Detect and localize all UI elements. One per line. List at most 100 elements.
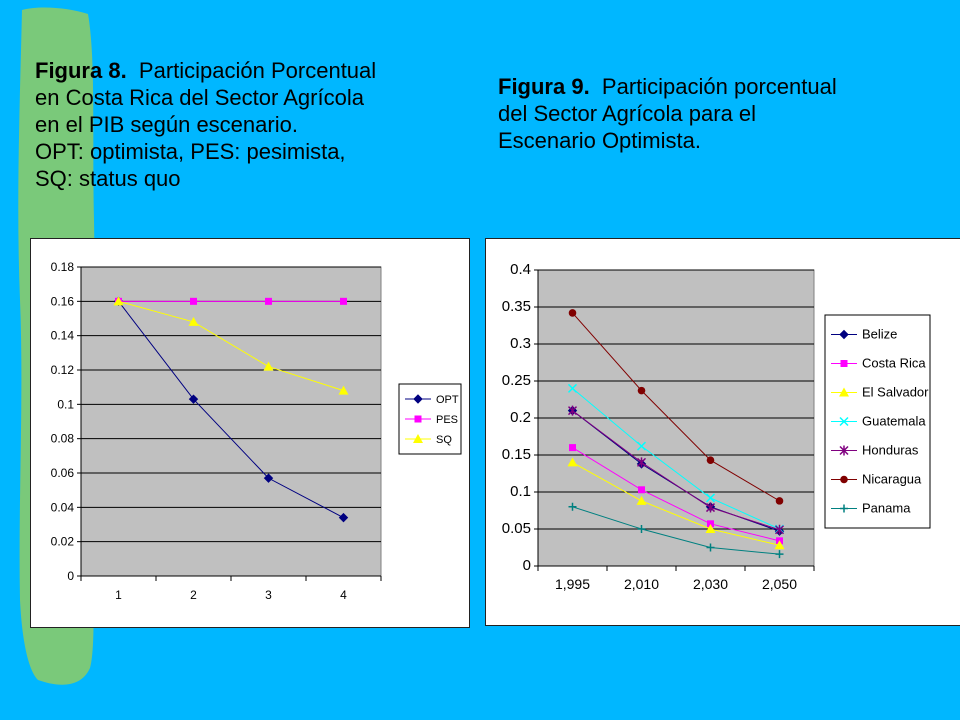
legend-swatch-marker <box>840 360 848 367</box>
legend-swatch-marker <box>839 329 849 340</box>
legend-swatch-marker <box>840 504 848 513</box>
y-tick-label: 0.3 <box>510 335 531 352</box>
data-point-el-salvador <box>636 495 647 505</box>
figure-9-caption-line2: del Sector Agrícola para el <box>498 101 757 126</box>
data-point-el-salvador <box>705 524 716 533</box>
data-point-costa-rica <box>707 520 714 528</box>
data-point-nicaragua <box>637 386 646 395</box>
legend-swatch-marker <box>840 475 848 484</box>
y-tick-label: 0.06 <box>51 466 75 480</box>
series-line-sq <box>118 300 344 392</box>
series-line-panama <box>572 506 780 555</box>
legend-label: Panama <box>862 501 911 516</box>
figure-8-chart: 0 0.02 0.04 0.06 0.08 0.1 0.12 0.14 0.16 0.18 1 2 3 4… <box>51 260 462 602</box>
figure-8-caption-line2: en Costa Rica del Sector Agrícola <box>35 85 364 110</box>
series-line-el-salvador <box>572 461 780 546</box>
legend-label: Nicaragua <box>862 472 922 487</box>
figure-8-caption-line5: SQ: status quo <box>35 166 181 191</box>
data-point-sq <box>263 361 274 371</box>
series-line-nicaragua <box>572 312 780 502</box>
legend-label: Guatemala <box>862 414 926 429</box>
data-point-opt <box>263 473 274 483</box>
data-point-honduras <box>705 502 716 513</box>
data-point-pes <box>265 297 272 305</box>
y-tick-label: 0.02 <box>51 535 75 549</box>
x-tick-label: 2 <box>190 588 197 602</box>
y-tick-label: 0.04 <box>51 500 75 514</box>
data-point-pes <box>340 297 347 305</box>
figure-9-chart: 0 0.05 0.1 0.15 0.2 0.25 0.3 0.35 0.4 1,995 2,010 2… <box>502 261 931 592</box>
legend-label: Belize <box>862 327 897 342</box>
series-line-guatemala <box>572 388 780 530</box>
y-tick-label: 0.35 <box>502 298 531 315</box>
legend-label: Honduras <box>862 443 919 458</box>
data-point-panama <box>706 543 715 552</box>
data-point-costa-rica <box>569 444 576 452</box>
legend-swatch-marker <box>413 434 423 443</box>
data-point-honduras <box>636 457 647 468</box>
data-point-opt <box>188 394 199 404</box>
figure-8-caption: Figura 8. Participación Porcentual en Co… <box>35 57 465 192</box>
x-tick-label: 2,050 <box>762 576 797 592</box>
x-tick-label: 2,010 <box>624 576 659 592</box>
legend-swatch-marker <box>839 387 849 397</box>
data-point-sq <box>188 316 199 326</box>
legend-label: PES <box>436 414 458 426</box>
data-point-guatemala <box>567 383 578 393</box>
figure-9-caption-line3: Escenario Optimista. <box>498 128 701 153</box>
figure-8-caption-line4: OPT: optimista, PES: pesimista, <box>35 139 346 164</box>
figure-9-chart-panel: 0 0.05 0.1 0.15 0.2 0.25 0.3 0.35 0.4 1,995 2,010 2… <box>485 238 960 626</box>
data-point-panama <box>775 550 784 559</box>
series-line-opt <box>118 301 344 519</box>
data-point-nicaragua <box>775 497 784 505</box>
x-tick-label: 3 <box>265 588 272 602</box>
y-tick-label: 0.18 <box>51 260 75 274</box>
y-tick-label: 0.16 <box>51 294 75 308</box>
y-tick-label: 0.08 <box>51 432 75 446</box>
y-tick-label: 0.14 <box>51 329 75 343</box>
y-tick-label: 0 <box>523 557 531 574</box>
figure-9-caption: Figura 9. Participación porcentual del S… <box>498 73 938 154</box>
y-tick-label: 0.25 <box>502 372 531 389</box>
series-line-honduras <box>572 410 780 531</box>
legend-swatch-marker <box>414 415 422 423</box>
data-point-opt <box>338 512 349 523</box>
legend-label: El Salvador <box>862 385 929 400</box>
y-tick-label: 0.05 <box>502 520 531 537</box>
legend-label: OPT <box>436 394 459 406</box>
data-point-sq <box>113 296 124 306</box>
x-tick-label: 2,030 <box>693 576 728 592</box>
figure-9-caption-line1: Participación porcentual <box>601 74 837 99</box>
figure-8-caption-line3: en el PIB según escenario. <box>35 112 298 137</box>
y-tick-label: 0.4 <box>510 261 531 278</box>
y-tick-label: 0 <box>67 569 74 583</box>
plot-area <box>80 266 382 577</box>
y-tick-label: 0.1 <box>510 483 531 500</box>
data-point-sq <box>338 385 349 395</box>
data-point-el-salvador <box>774 540 785 550</box>
legend-swatch-marker <box>839 416 849 427</box>
legend-swatch-marker <box>413 394 423 404</box>
data-point-guatemala <box>705 493 716 503</box>
data-point-guatemala <box>636 441 647 451</box>
data-point-nicaragua <box>568 309 577 317</box>
data-point-panama <box>568 502 577 511</box>
x-tick-label: 1,995 <box>555 576 590 592</box>
figure-8-label: Figura 8. <box>35 58 127 83</box>
data-point-el-salvador <box>567 457 578 467</box>
figure-8-caption-line1: Participación Porcentual <box>138 58 377 83</box>
y-tick-label: 0.2 <box>510 409 531 426</box>
data-point-honduras <box>774 524 785 535</box>
series-line-costa-rica <box>572 447 780 542</box>
y-tick-label: 0.15 <box>502 446 531 463</box>
x-tick-label: 4 <box>340 588 347 602</box>
legend-label: Costa Rica <box>862 356 926 371</box>
data-point-panama <box>637 525 646 533</box>
data-point-honduras <box>567 405 578 416</box>
legend-label: SQ <box>436 434 452 446</box>
y-tick-label: 0.1 <box>57 397 74 411</box>
figure-8-chart-panel: 0 0.02 0.04 0.06 0.08 0.1 0.12 0.14 0.16 0.18 1 2 3 4… <box>30 238 470 628</box>
data-point-costa-rica <box>638 486 645 494</box>
data-point-nicaragua <box>706 456 715 464</box>
legend-swatch-marker <box>839 445 849 456</box>
